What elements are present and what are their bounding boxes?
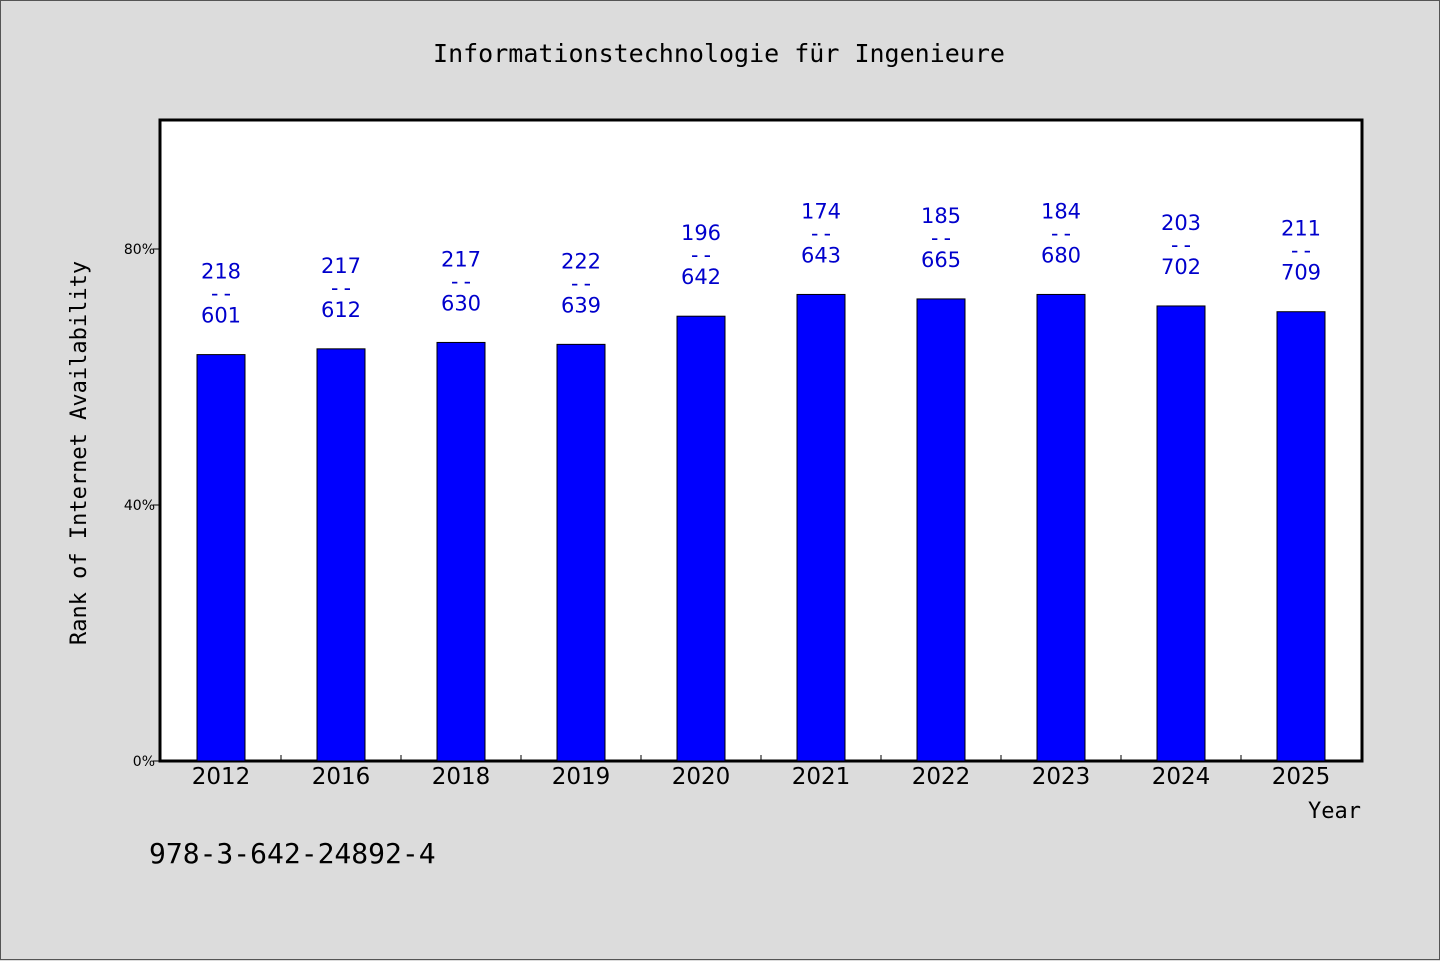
bar-label-numerator: 222 xyxy=(561,249,601,273)
bar-label-numerator: 211 xyxy=(1281,217,1321,241)
bar xyxy=(556,343,606,762)
bar xyxy=(916,298,966,762)
bar-label-numerator: 196 xyxy=(681,221,721,245)
bar-label-denominator: 709 xyxy=(1281,261,1321,285)
bar-label-numerator: 217 xyxy=(321,254,361,278)
x-tick-label: 2025 xyxy=(1272,764,1331,790)
x-tick-label: 2022 xyxy=(912,764,971,790)
bar-label-denominator: 702 xyxy=(1161,255,1201,279)
bar-label-denominator: 665 xyxy=(921,248,961,272)
bar-label-separator: -- xyxy=(928,226,953,250)
bar-label-separator: -- xyxy=(328,276,353,300)
x-tick-label: 2019 xyxy=(552,764,611,790)
bar xyxy=(796,293,846,762)
bar-label-numerator: 217 xyxy=(441,247,481,271)
x-tick-label: 2021 xyxy=(792,764,851,790)
x-tick-label: 2020 xyxy=(672,764,731,790)
x-axis: 2012 2016 2018 2019 2020 2021 2022 2023 2024 2025 xyxy=(192,755,1331,790)
isbn-footer: 978-3-642-24892-4 xyxy=(149,837,436,870)
bar xyxy=(196,354,246,762)
y-tick-label: 40% xyxy=(124,498,155,514)
bar-label-numerator: 185 xyxy=(921,204,961,228)
bar-label-denominator: 630 xyxy=(441,291,481,315)
bar-label-denominator: 639 xyxy=(561,293,601,317)
bar xyxy=(1156,305,1206,762)
bar-label-numerator: 203 xyxy=(1161,211,1201,235)
x-tick-label: 2012 xyxy=(192,764,251,790)
bar-label-denominator: 601 xyxy=(201,304,241,328)
bar-label-denominator: 612 xyxy=(321,298,361,322)
bar-label-numerator: 218 xyxy=(201,260,241,284)
bar-label-separator: -- xyxy=(208,282,233,306)
bar-label-numerator: 174 xyxy=(801,199,841,223)
y-tick-label: 80% xyxy=(124,242,155,258)
x-tick-label: 2016 xyxy=(312,764,371,790)
bar-label-separator: -- xyxy=(568,271,593,295)
bar-label-denominator: 643 xyxy=(801,243,841,267)
bar xyxy=(1036,293,1086,762)
bar xyxy=(316,348,366,762)
bar xyxy=(1276,311,1326,762)
bar-label-separator: -- xyxy=(1168,233,1193,257)
bar-label-numerator: 184 xyxy=(1041,199,1081,223)
bar-label-denominator: 680 xyxy=(1041,243,1081,267)
y-axis-label: Rank of Internet Availability xyxy=(67,261,92,645)
bar-label-separator: -- xyxy=(1048,221,1073,245)
bar-label-separator: -- xyxy=(688,243,713,267)
y-tick-label: 0% xyxy=(133,754,155,770)
bars-group xyxy=(196,293,1326,762)
bar-labels-group: 218--601217--612217--630222--639196--642… xyxy=(201,199,1321,327)
bar-label-separator: -- xyxy=(448,269,473,293)
x-tick-label: 2024 xyxy=(1152,764,1211,790)
y-axis: 0% 40% 80% xyxy=(124,242,161,770)
chart-title: Informationstechnologie für Ingenieure xyxy=(433,39,1005,68)
x-tick-label: 2018 xyxy=(432,764,491,790)
bar-label-denominator: 642 xyxy=(681,265,721,289)
x-axis-label: Year xyxy=(1308,799,1361,824)
bar xyxy=(436,341,486,762)
x-tick-label: 2023 xyxy=(1032,764,1091,790)
bar xyxy=(676,315,726,762)
bar-label-separator: -- xyxy=(1288,239,1313,263)
bar-label-separator: -- xyxy=(808,221,833,245)
